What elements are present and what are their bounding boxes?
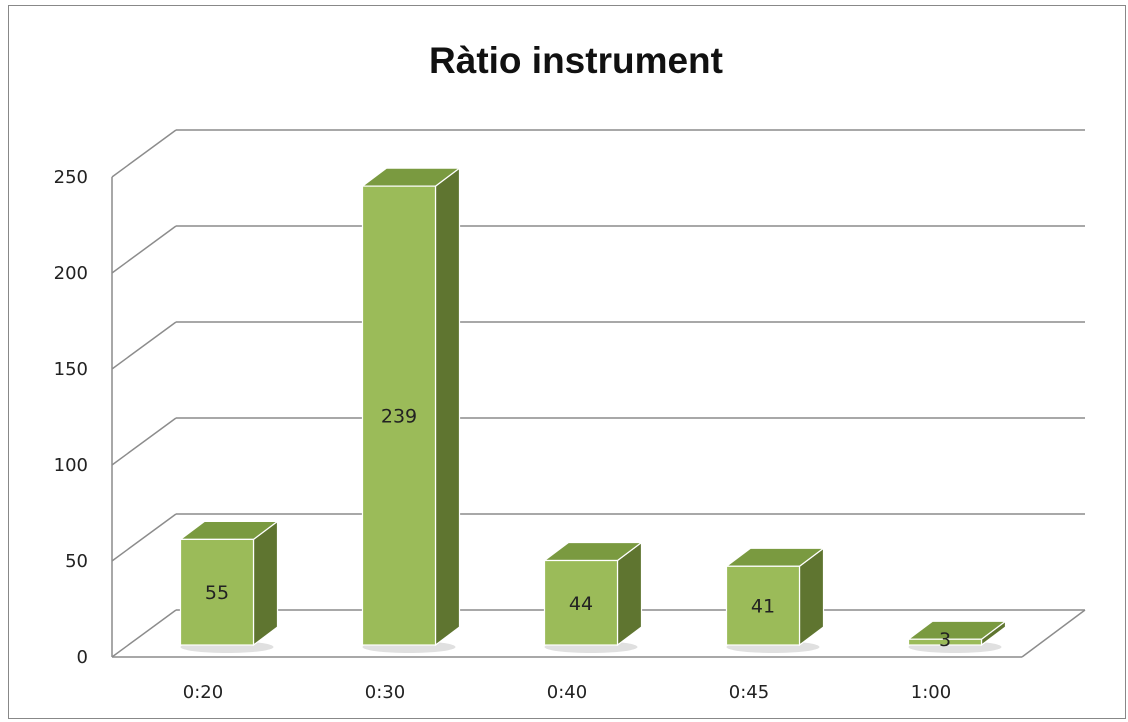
y-tick-label: 250 <box>54 167 88 188</box>
y-tick-label: 200 <box>54 263 88 284</box>
bar-side <box>254 521 278 645</box>
x-tick-label: 0:20 <box>183 682 223 703</box>
bar-side <box>436 168 460 645</box>
gridline-diagonal <box>112 226 176 273</box>
gridline-diagonal <box>112 322 176 369</box>
y-tick-label: 150 <box>54 359 88 380</box>
y-axis-ticks: 0 50 100 150 200 250 <box>54 167 88 668</box>
floor-side-edge <box>1022 610 1085 657</box>
bar-0:30: 239 <box>363 168 460 653</box>
data-label: 41 <box>751 596 775 618</box>
x-axis-ticks: 0:20 0:30 0:40 0:45 1:00 <box>183 682 951 703</box>
data-label: 3 <box>939 629 951 651</box>
x-tick-label: 1:00 <box>911 682 951 703</box>
data-label: 44 <box>569 593 593 615</box>
y-tick-label: 100 <box>54 455 88 476</box>
gridline-diagonal <box>112 418 176 465</box>
x-tick-label: 0:30 <box>365 682 405 703</box>
gridline-diagonal <box>112 130 176 177</box>
bars: 55 239 44 41 3 <box>181 168 1006 653</box>
bar-0:40: 44 <box>545 543 642 653</box>
bar-0:45: 41 <box>727 548 824 653</box>
y-tick-label: 50 <box>65 551 88 572</box>
x-tick-label: 0:40 <box>547 682 587 703</box>
bar-0:20: 55 <box>181 521 278 653</box>
bar-1:00: 3 <box>909 621 1006 653</box>
data-label: 55 <box>205 582 229 604</box>
x-tick-label: 0:45 <box>729 682 769 703</box>
gridline-diagonal <box>112 514 176 561</box>
gridline-diagonal <box>112 610 176 657</box>
y-tick-label: 0 <box>77 647 88 668</box>
data-label: 239 <box>381 406 417 428</box>
